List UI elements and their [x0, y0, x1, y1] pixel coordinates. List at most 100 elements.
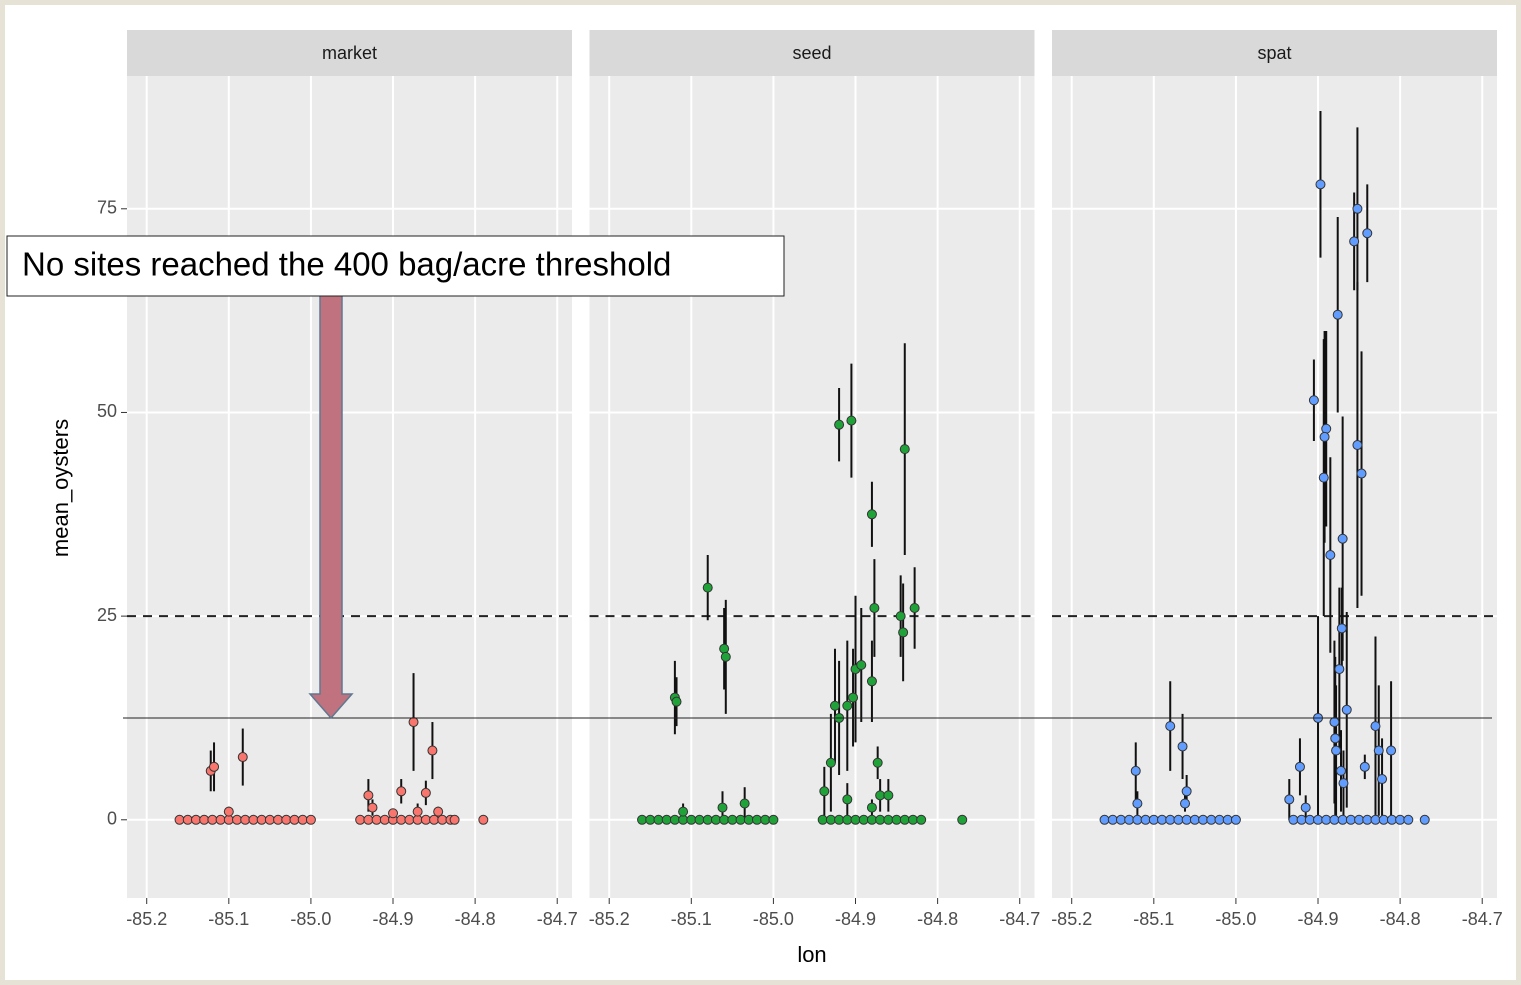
point	[449, 814, 460, 825]
overlay: No sites reached the 400 bag/acre thresh…	[6, 235, 1492, 720]
point	[1403, 814, 1414, 825]
point	[819, 786, 830, 797]
plot-background	[127, 76, 572, 898]
point	[825, 814, 836, 825]
point	[237, 752, 248, 763]
point	[1337, 814, 1348, 825]
point	[396, 814, 407, 825]
point	[653, 814, 664, 825]
x-tick-label: -84.8	[917, 909, 958, 929]
point	[273, 814, 284, 825]
point	[363, 790, 374, 801]
point	[1395, 814, 1406, 825]
point	[420, 814, 431, 825]
point	[1230, 814, 1241, 825]
x-tick-label: -85.0	[290, 909, 331, 929]
point	[1341, 704, 1352, 715]
point	[834, 814, 845, 825]
point	[1329, 717, 1340, 728]
point	[875, 790, 886, 801]
point	[1362, 228, 1373, 239]
point	[869, 602, 880, 613]
x-tick-label: -84.8	[1380, 909, 1421, 929]
point	[1337, 533, 1348, 544]
point	[215, 814, 226, 825]
point	[1294, 761, 1305, 772]
point	[760, 814, 771, 825]
point	[1359, 761, 1370, 772]
point	[1419, 814, 1430, 825]
annotation: No sites reached the 400 bag/acre thresh…	[22, 246, 671, 283]
point	[1284, 794, 1295, 805]
y-axis-label: mean_oysters	[48, 419, 73, 557]
point	[848, 692, 859, 703]
point	[1132, 814, 1143, 825]
point	[743, 814, 754, 825]
point	[1177, 741, 1188, 752]
point	[899, 814, 910, 825]
x-tick-label: -85.2	[1051, 909, 1092, 929]
point	[1334, 664, 1345, 675]
point	[671, 696, 682, 707]
arrow	[308, 294, 354, 720]
point	[1296, 814, 1307, 825]
point	[661, 814, 672, 825]
point	[240, 814, 251, 825]
point	[1356, 468, 1367, 479]
point	[396, 786, 407, 797]
point	[720, 651, 731, 662]
point	[1115, 814, 1126, 825]
point	[256, 814, 267, 825]
point	[363, 814, 374, 825]
x-tick-label: -84.7	[1462, 909, 1503, 929]
point	[1157, 814, 1168, 825]
point	[856, 660, 867, 671]
x-tick-label: -85.1	[208, 909, 249, 929]
point	[408, 717, 419, 728]
point	[694, 814, 705, 825]
point	[898, 627, 909, 638]
point	[437, 814, 448, 825]
point	[872, 757, 883, 768]
point	[1181, 814, 1192, 825]
point	[858, 814, 869, 825]
point	[1352, 440, 1363, 451]
point	[1321, 814, 1332, 825]
point	[1222, 814, 1233, 825]
panels: market -85.2 -85.1 -85.0 -84.9 -84.8 -84.7 0 25 5…	[97, 30, 1503, 929]
point	[1331, 745, 1342, 756]
point	[355, 814, 366, 825]
point	[404, 814, 415, 825]
point	[702, 582, 713, 593]
point	[478, 814, 489, 825]
point	[1336, 623, 1347, 634]
point	[710, 814, 721, 825]
point	[1336, 765, 1347, 776]
point	[1288, 814, 1299, 825]
point	[1378, 814, 1389, 825]
point	[1132, 798, 1143, 809]
strip	[1052, 30, 1497, 76]
point	[1124, 814, 1135, 825]
x-tick-label: -85.2	[589, 909, 630, 929]
point	[1148, 814, 1159, 825]
plot-background	[589, 76, 1035, 898]
facet-title: spat	[1257, 43, 1291, 63]
facet-title: market	[322, 43, 377, 63]
point	[190, 814, 201, 825]
point	[702, 814, 713, 825]
point	[686, 814, 697, 825]
point	[1370, 721, 1381, 732]
y-tick-label: 25	[97, 605, 117, 625]
point	[379, 814, 390, 825]
x-tick-label: -84.7	[999, 909, 1040, 929]
point	[1332, 309, 1343, 320]
point	[829, 700, 840, 711]
point	[1313, 814, 1324, 825]
y-tick-label: 50	[97, 401, 117, 421]
x-tick-label: -84.8	[455, 909, 496, 929]
point	[768, 814, 779, 825]
x-tick-label: -85.2	[126, 909, 167, 929]
point	[1107, 814, 1118, 825]
